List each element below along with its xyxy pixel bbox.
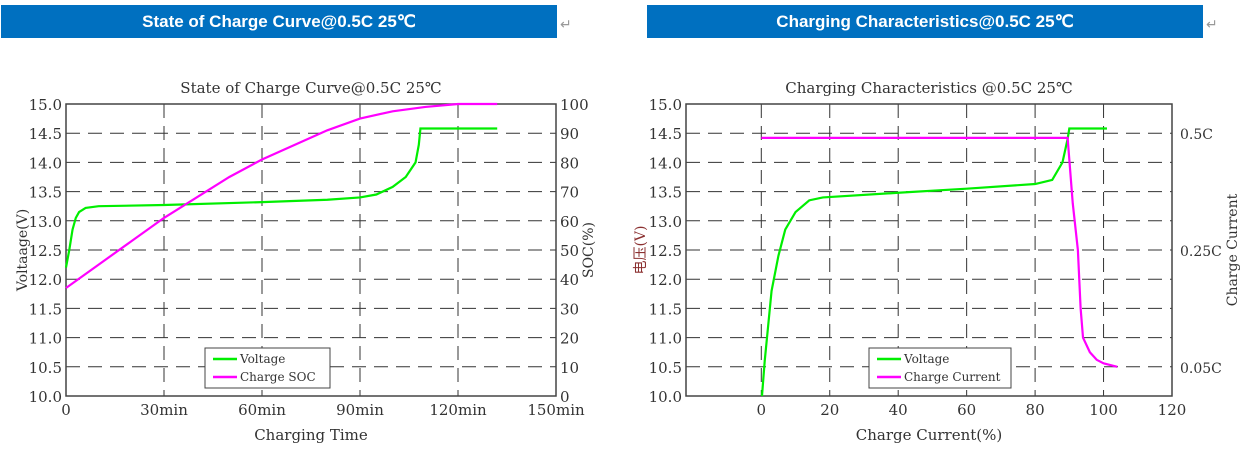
x-tick-label: 30min [140, 401, 188, 419]
header-charging: Charging Characteristics@0.5C 25℃ [647, 5, 1203, 38]
y-tick-label: 10.0 [29, 388, 62, 406]
y2-axis-label: SOC(%) [581, 222, 597, 278]
y-tick-label: 14.0 [649, 154, 682, 172]
series-line-voltage [64, 127, 498, 268]
x-tick-label: 100 [1089, 401, 1118, 419]
x-tick-label: 120min [429, 401, 487, 419]
y-tick-label: 11.5 [649, 300, 682, 318]
x-tick-label: 60min [238, 401, 286, 419]
legend [204, 347, 331, 389]
y-tick-label: 11.0 [29, 330, 62, 348]
plot-frame [685, 103, 1173, 397]
chart-title: State of Charge Curve@0.5C 25℃ [180, 79, 441, 97]
x-axis-label: Charge Current(%) [856, 426, 1003, 444]
y-axis-label: Voltaage(V) [15, 209, 31, 292]
y2-tick-label: 0.25C [1180, 244, 1222, 260]
y-tick-label: 12.5 [29, 242, 62, 260]
series-line-charge-soc [65, 102, 498, 289]
legend-label: Voltage [903, 352, 949, 366]
legend-label: Charge SOC [240, 370, 316, 384]
y-tick-label: 13.5 [29, 184, 62, 202]
y2-tick-label: 50 [560, 242, 579, 260]
x-tick-label: 0 [61, 401, 71, 419]
header-soc-text: State of Charge Curve@0.5C 25℃ [142, 11, 416, 31]
y-tick-label: 12.0 [29, 271, 62, 289]
y-tick-label: 14.5 [649, 125, 682, 143]
chart-2: 10.0 10.5 11.0 11.5 12.0 12.5 13.0 13.5 14.0 14.5… [633, 79, 1241, 444]
x-axis-label: Charging Time [254, 426, 368, 444]
y-tick-label: 12.0 [649, 271, 682, 289]
y2-tick-label: 20 [560, 330, 579, 348]
y-tick-label: 10.0 [649, 388, 682, 406]
y2-tick-label: 100 [560, 96, 589, 114]
y-tick-label: 13.0 [649, 213, 682, 231]
y2-tick-label: 90 [560, 125, 579, 143]
y-tick-label: 14.0 [29, 154, 62, 172]
y2-tick-label: 70 [560, 184, 579, 202]
x-tick-label: 40 [889, 401, 908, 419]
y2-axis-label: Charge Current [1225, 193, 1241, 306]
y-tick-label: 11.0 [649, 330, 682, 348]
header-soc: State of Charge Curve@0.5C 25℃ [1, 5, 557, 38]
x-tick-label: 0 [757, 401, 767, 419]
y-tick-label: 14.5 [29, 125, 62, 143]
y-tick-label: 11.5 [29, 300, 62, 318]
y2-tick-label: 60 [560, 213, 579, 231]
y-axis-label: 电压(V) [633, 225, 649, 274]
y-tick-label: 13.0 [29, 213, 62, 231]
x-tick-label: 90min [336, 401, 384, 419]
x-tick-label: 150min [527, 401, 585, 419]
x-tick-label: 20 [820, 401, 839, 419]
y-tick-label: 13.5 [649, 184, 682, 202]
return-mark: ↵ [1206, 16, 1218, 32]
y-tick-label: 10.5 [29, 359, 62, 377]
y2-tick-label: 30 [560, 300, 579, 318]
y-tick-label: 15.0 [29, 96, 62, 114]
y2-tick-label: 0 [560, 388, 570, 406]
y2-tick-label: 0.5C [1180, 127, 1213, 143]
series-line-voltage [760, 127, 1107, 397]
y2-tick-label: 40 [560, 271, 579, 289]
x-tick-label: 60 [957, 401, 976, 419]
y-tick-label: 15.0 [649, 96, 682, 114]
x-tick-label: 120 [1158, 401, 1187, 419]
legend-label: Voltage [239, 352, 285, 366]
legend [868, 347, 1012, 389]
plot-frame [65, 103, 557, 397]
return-mark: ↵ [560, 16, 572, 32]
series-line-charge-current [761, 136, 1118, 368]
y-tick-label: 10.5 [649, 359, 682, 377]
header-charging-text: Charging Characteristics@0.5C 25℃ [776, 11, 1074, 31]
x-tick-label: 80 [1026, 401, 1045, 419]
legend-label: Charge Current [904, 370, 1001, 384]
chart-title: Charging Characteristics @0.5C 25℃ [785, 79, 1073, 97]
y2-tick-label: 10 [560, 359, 579, 377]
y2-tick-label: 0.05C [1180, 361, 1222, 377]
y2-tick-label: 80 [560, 154, 579, 172]
chart-1: 10.0 10.5 11.0 11.5 12.0 12.5 13.0 13.5 14.0 14.5… [15, 79, 597, 444]
y-tick-label: 12.5 [649, 242, 682, 260]
